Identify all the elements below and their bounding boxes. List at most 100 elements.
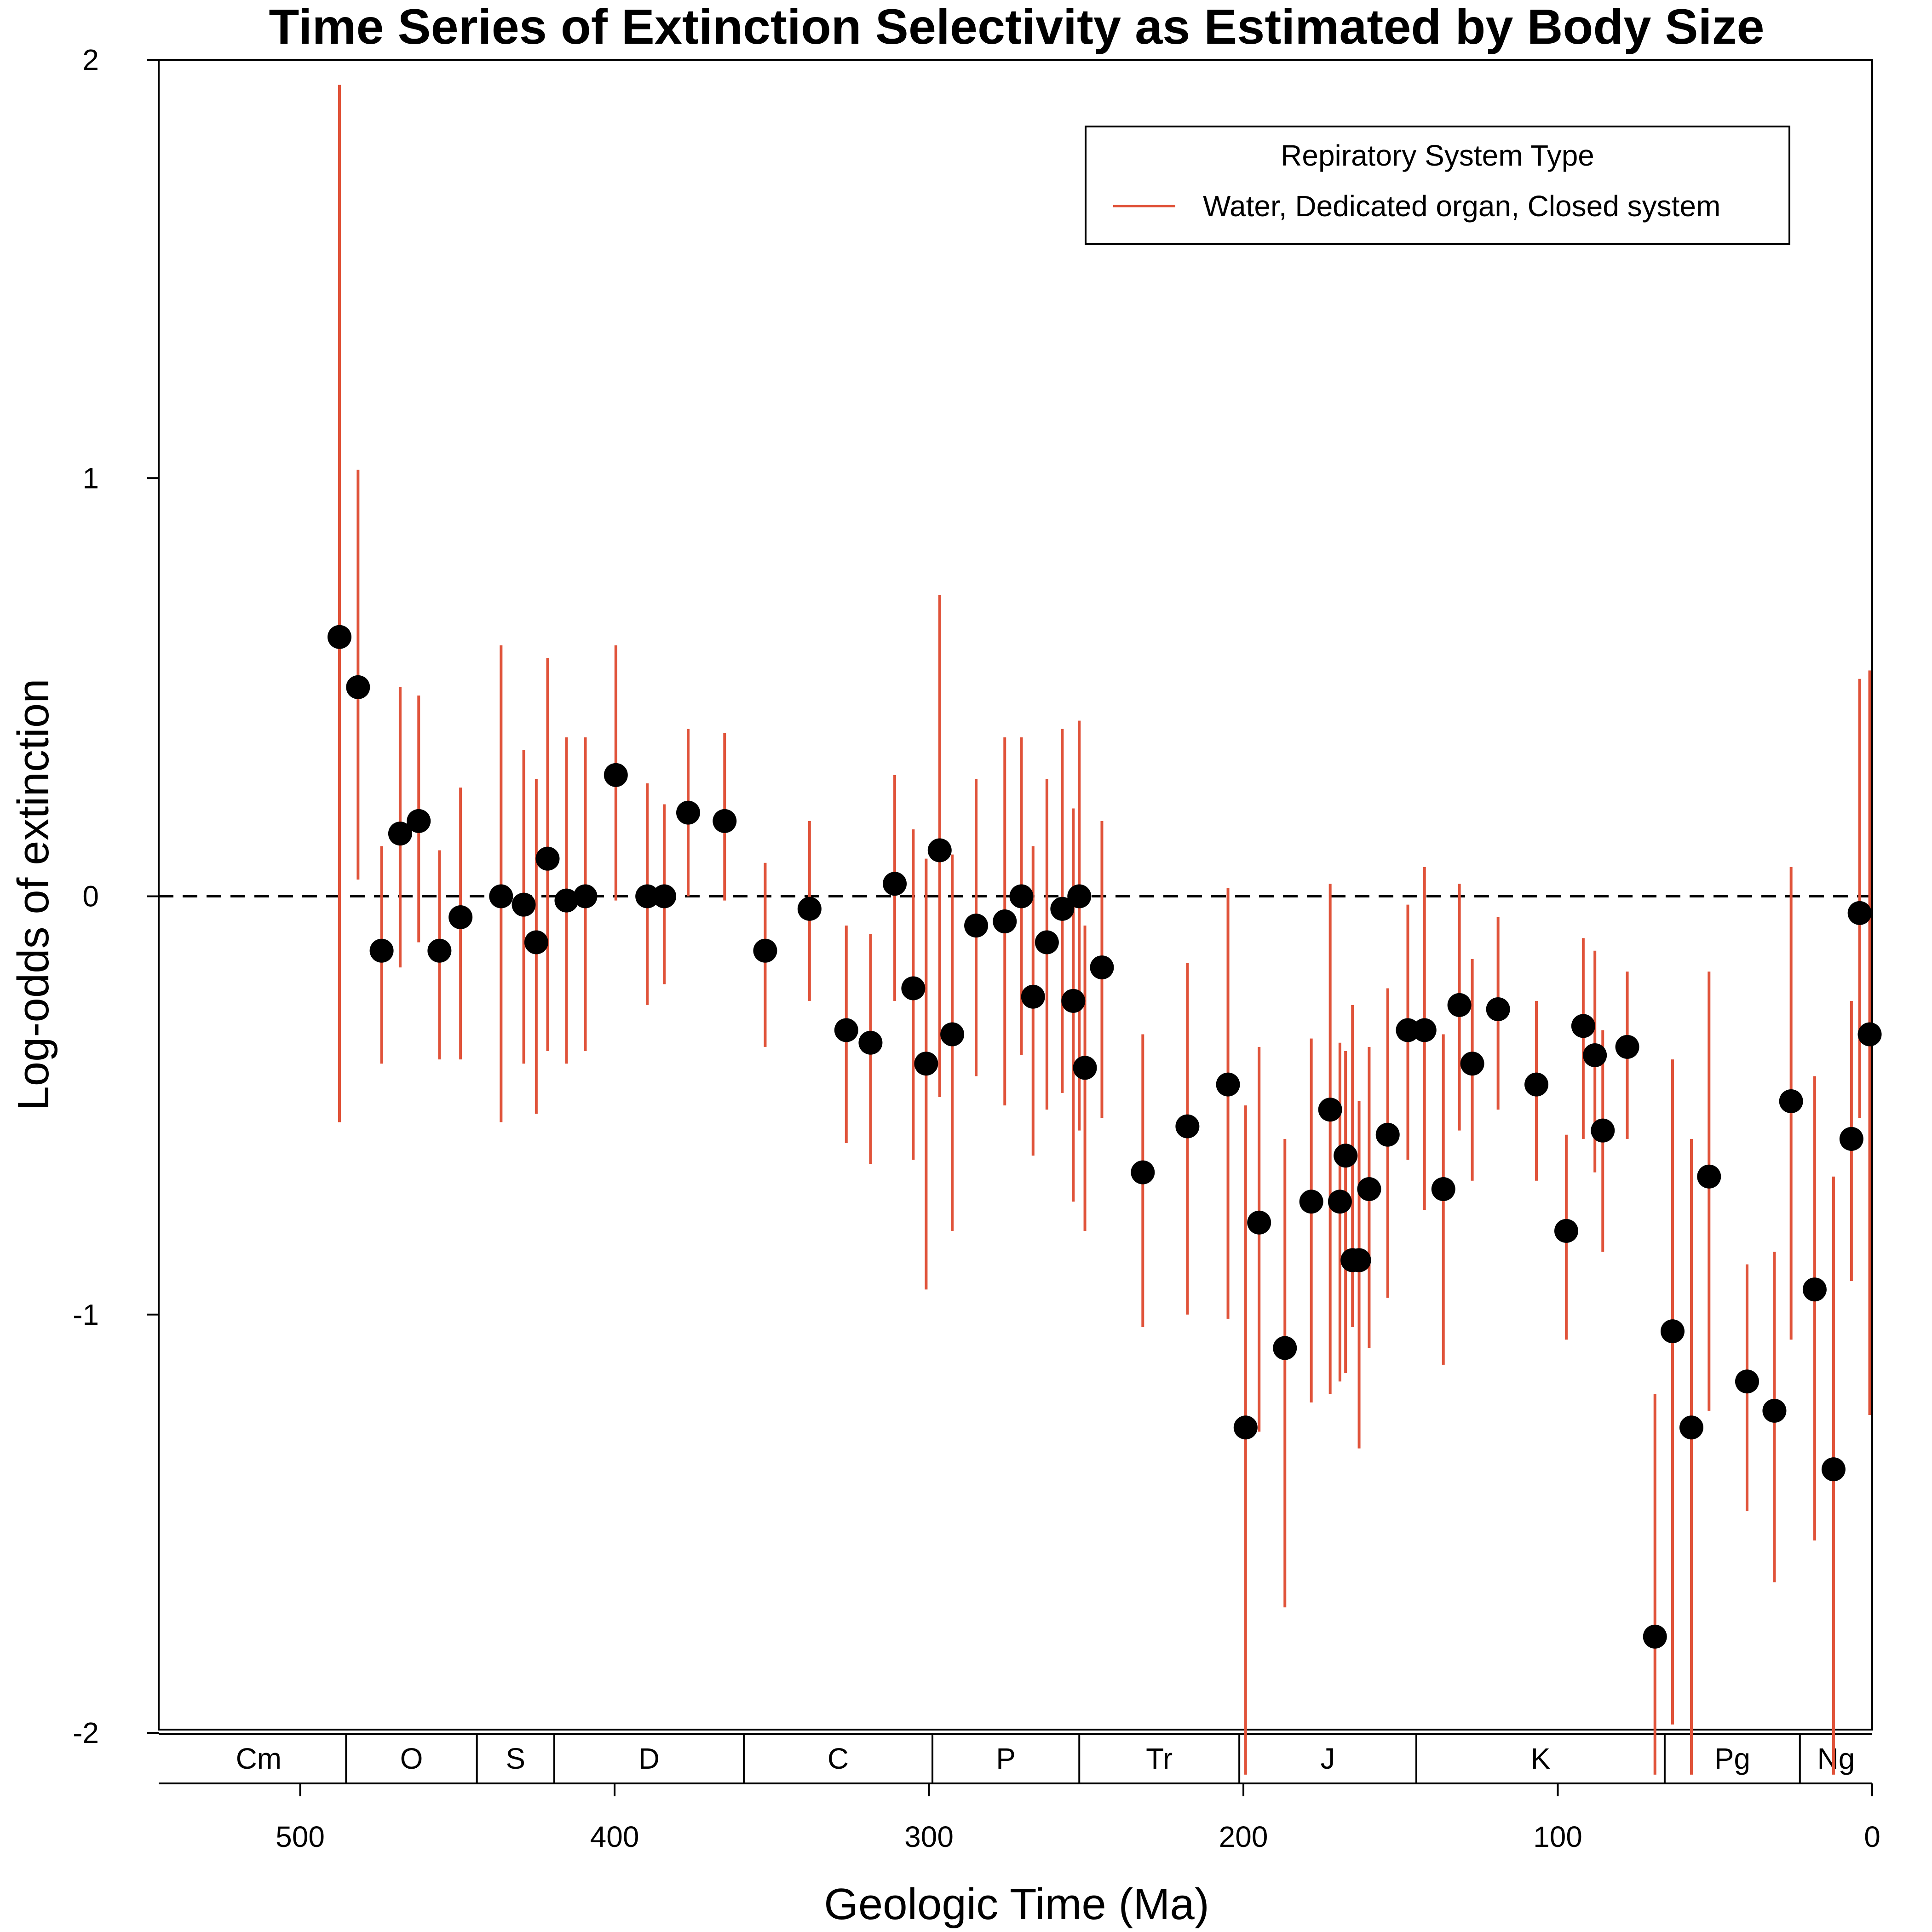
data-point bbox=[1021, 984, 1045, 1009]
data-point bbox=[635, 884, 660, 908]
data-point bbox=[1583, 1043, 1607, 1068]
period-bar: Cm O S D C P Tr J K Pg Ng bbox=[159, 1733, 1872, 1784]
data-point bbox=[927, 838, 952, 862]
data-point bbox=[524, 930, 548, 954]
legend-box bbox=[1085, 126, 1790, 245]
data-point bbox=[407, 809, 431, 833]
data-point bbox=[1131, 1160, 1155, 1184]
y-tick-label: 0 bbox=[82, 880, 99, 913]
x-tick-label: 300 bbox=[904, 1820, 954, 1853]
data-point bbox=[1357, 1177, 1381, 1201]
data-point bbox=[1697, 1164, 1721, 1189]
data-point bbox=[1412, 1018, 1437, 1042]
data-point bbox=[346, 675, 370, 699]
data-point bbox=[797, 897, 822, 921]
error-bars bbox=[338, 85, 1871, 1775]
data-point bbox=[1299, 1190, 1323, 1214]
data-point bbox=[1175, 1114, 1200, 1138]
data-point bbox=[1216, 1072, 1240, 1097]
data-point bbox=[1762, 1398, 1787, 1423]
data-point bbox=[535, 846, 560, 871]
period-label-k: K bbox=[1531, 1742, 1551, 1775]
data-point bbox=[1847, 901, 1872, 925]
period-label-pg: Pg bbox=[1714, 1742, 1750, 1775]
data-point bbox=[964, 914, 989, 938]
data-point bbox=[1839, 1127, 1863, 1151]
data-point bbox=[1334, 1144, 1358, 1168]
data-point bbox=[940, 1022, 965, 1046]
data-point bbox=[1735, 1369, 1759, 1394]
data-point bbox=[388, 822, 412, 846]
x-axis: 500 400 300 200 100 0 bbox=[159, 1782, 1880, 1853]
data-points bbox=[328, 625, 1882, 1649]
data-point bbox=[993, 909, 1017, 934]
data-point bbox=[858, 1030, 883, 1055]
data-point bbox=[1035, 930, 1059, 954]
data-point bbox=[1318, 1098, 1342, 1122]
data-point bbox=[1328, 1190, 1352, 1214]
x-tick-label: 400 bbox=[590, 1820, 639, 1853]
data-point bbox=[1857, 1022, 1882, 1046]
x-tick-label: 200 bbox=[1219, 1820, 1268, 1853]
data-point bbox=[834, 1018, 858, 1042]
period-label-s: S bbox=[506, 1742, 525, 1775]
period-label-o: O bbox=[400, 1742, 423, 1775]
data-point bbox=[1591, 1118, 1615, 1143]
data-point bbox=[512, 892, 536, 917]
data-point bbox=[328, 625, 352, 649]
data-point bbox=[1802, 1277, 1827, 1302]
x-tick-label: 100 bbox=[1533, 1820, 1582, 1853]
data-point bbox=[554, 888, 579, 913]
y-axis: 2 1 0 -1 -2 bbox=[73, 43, 159, 1749]
data-point bbox=[1660, 1319, 1685, 1344]
data-point bbox=[1090, 955, 1114, 980]
data-point bbox=[1486, 997, 1510, 1021]
data-point bbox=[1073, 1056, 1097, 1080]
data-point bbox=[1524, 1072, 1549, 1097]
legend-entry: Water, Dedicated organ, Closed system bbox=[1203, 190, 1720, 223]
legend-title: Repiratory System Type bbox=[1281, 139, 1594, 172]
data-point bbox=[1615, 1035, 1639, 1059]
x-axis-label: Geologic Time (Ma) bbox=[824, 1880, 1209, 1929]
data-point bbox=[1460, 1052, 1484, 1076]
data-point bbox=[1375, 1122, 1400, 1147]
data-point bbox=[1061, 989, 1086, 1013]
data-point bbox=[427, 938, 452, 963]
period-label-tr: Tr bbox=[1146, 1742, 1173, 1775]
data-point bbox=[883, 872, 907, 896]
chart-title: Time Series of Extinction Selectivity as… bbox=[269, 0, 1764, 54]
period-label-c: C bbox=[828, 1742, 849, 1775]
y-tick-label: 1 bbox=[82, 461, 99, 494]
y-tick-label: 2 bbox=[82, 43, 99, 76]
x-tick-label: 0 bbox=[1864, 1820, 1880, 1853]
data-point bbox=[1779, 1089, 1803, 1114]
y-axis-label: Log-odds of extinction bbox=[9, 678, 58, 1110]
period-label-d: D bbox=[638, 1742, 660, 1775]
period-label-cm: Cm bbox=[236, 1742, 282, 1775]
period-label-ng: Ng bbox=[1817, 1742, 1855, 1775]
data-point bbox=[448, 905, 473, 929]
period-label-p: P bbox=[996, 1742, 1016, 1775]
data-point bbox=[489, 884, 513, 908]
y-tick-label: -1 bbox=[73, 1298, 99, 1331]
x-tick-label: 500 bbox=[276, 1820, 325, 1853]
data-point bbox=[1431, 1177, 1455, 1201]
data-point bbox=[1067, 884, 1092, 908]
data-point bbox=[652, 884, 677, 908]
data-point bbox=[604, 763, 628, 787]
data-point bbox=[676, 800, 700, 825]
data-point bbox=[1447, 993, 1472, 1017]
data-point bbox=[1273, 1336, 1297, 1360]
data-point bbox=[914, 1052, 938, 1076]
data-point bbox=[369, 938, 394, 963]
data-point bbox=[1643, 1624, 1667, 1649]
data-point bbox=[1554, 1219, 1578, 1243]
data-point bbox=[1571, 1014, 1595, 1038]
data-point bbox=[1233, 1415, 1258, 1440]
data-point bbox=[1009, 884, 1034, 908]
data-point bbox=[1679, 1415, 1703, 1440]
data-point bbox=[1396, 1018, 1420, 1042]
y-tick-label: -2 bbox=[73, 1716, 99, 1749]
data-point bbox=[901, 976, 926, 1000]
